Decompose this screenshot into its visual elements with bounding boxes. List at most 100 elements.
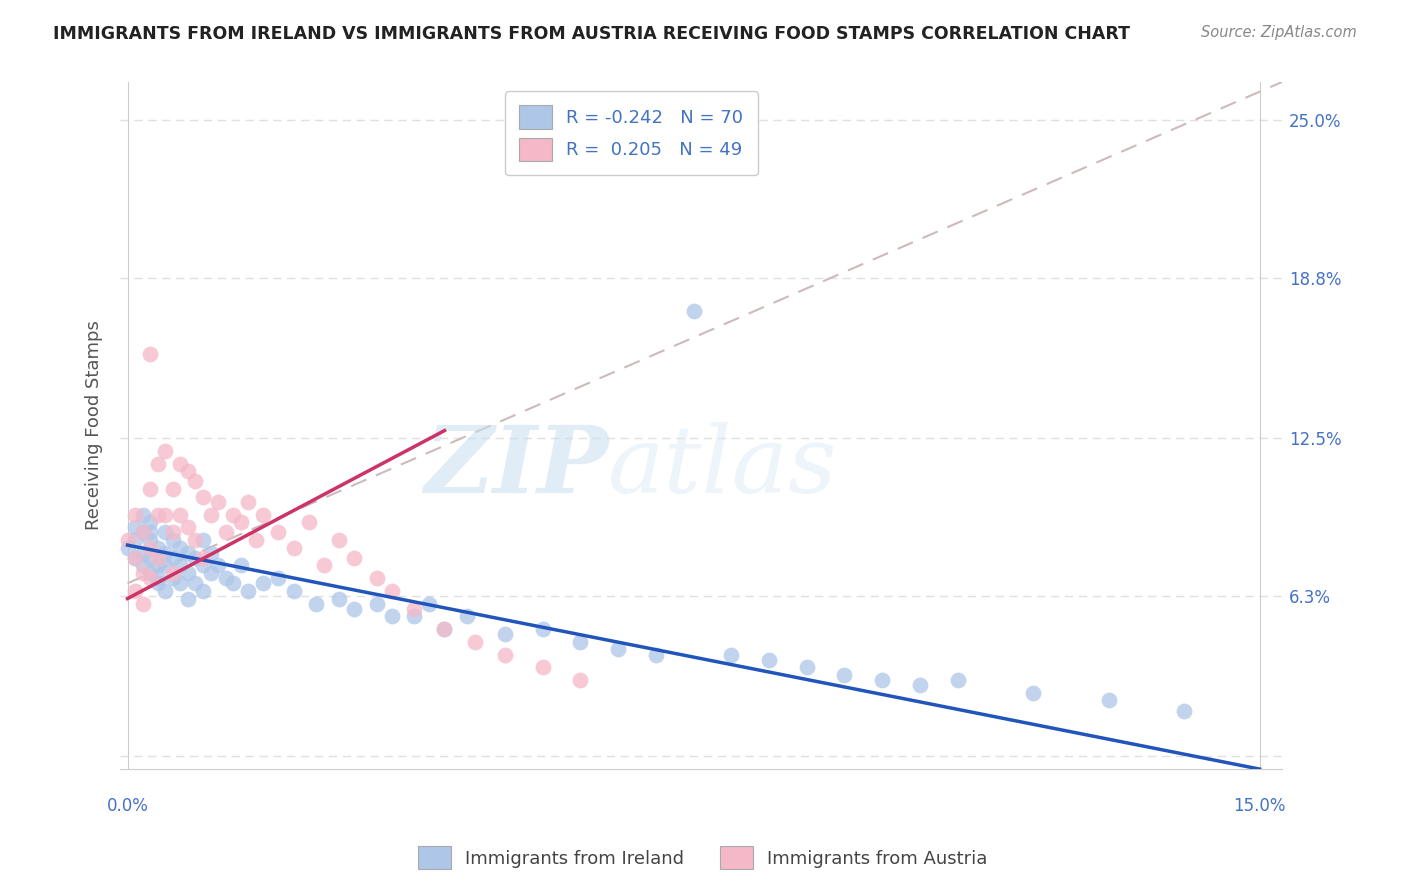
- Point: [184, 550, 207, 565]
- Point: [229, 515, 252, 529]
- Point: [569, 673, 592, 687]
- Point: [191, 533, 214, 547]
- Point: [494, 627, 516, 641]
- Point: [682, 304, 704, 318]
- Point: [200, 508, 222, 522]
- Point: [139, 566, 162, 581]
- Point: [404, 609, 426, 624]
- Point: [381, 583, 404, 598]
- Point: [162, 533, 184, 547]
- Point: [177, 520, 200, 534]
- Point: [155, 525, 177, 540]
- Point: [155, 508, 177, 522]
- Point: [177, 546, 200, 560]
- Point: [267, 525, 290, 540]
- Point: [531, 660, 554, 674]
- Point: [117, 541, 139, 555]
- Point: [146, 541, 169, 555]
- Point: [191, 490, 214, 504]
- Point: [162, 525, 184, 540]
- Point: [870, 673, 893, 687]
- Point: [720, 648, 742, 662]
- Point: [131, 546, 153, 560]
- Point: [433, 622, 456, 636]
- Point: [343, 601, 366, 615]
- Point: [124, 533, 146, 547]
- Point: [222, 576, 245, 591]
- Point: [305, 597, 328, 611]
- Text: 0.0%: 0.0%: [107, 797, 149, 814]
- Point: [238, 583, 260, 598]
- Point: [433, 622, 456, 636]
- Legend: R = -0.242   N = 70, R =  0.205   N = 49: R = -0.242 N = 70, R = 0.205 N = 49: [505, 91, 758, 175]
- Point: [200, 566, 222, 581]
- Point: [184, 475, 207, 489]
- Point: [908, 678, 931, 692]
- Point: [494, 648, 516, 662]
- Point: [169, 576, 191, 591]
- Legend: Immigrants from Ireland, Immigrants from Austria: Immigrants from Ireland, Immigrants from…: [409, 838, 997, 879]
- Point: [139, 541, 162, 555]
- Point: [139, 550, 162, 565]
- Point: [139, 515, 162, 529]
- Text: Source: ZipAtlas.com: Source: ZipAtlas.com: [1201, 25, 1357, 40]
- Point: [214, 525, 236, 540]
- Point: [155, 444, 177, 458]
- Point: [155, 558, 177, 573]
- Point: [834, 668, 856, 682]
- Point: [404, 601, 426, 615]
- Point: [456, 609, 478, 624]
- Point: [124, 583, 146, 598]
- Text: 15.0%: 15.0%: [1233, 797, 1286, 814]
- Point: [1022, 686, 1045, 700]
- Point: [155, 546, 177, 560]
- Point: [191, 550, 214, 565]
- Point: [155, 583, 177, 598]
- Point: [146, 576, 169, 591]
- Point: [131, 566, 153, 581]
- Point: [366, 571, 388, 585]
- Point: [131, 525, 153, 540]
- Point: [283, 541, 305, 555]
- Point: [169, 541, 191, 555]
- Point: [139, 533, 162, 547]
- Point: [184, 576, 207, 591]
- Point: [343, 550, 366, 565]
- Point: [758, 653, 780, 667]
- Point: [124, 520, 146, 534]
- Point: [177, 464, 200, 478]
- Point: [191, 558, 214, 573]
- Point: [139, 347, 162, 361]
- Point: [464, 635, 486, 649]
- Point: [418, 597, 440, 611]
- Point: [117, 533, 139, 547]
- Point: [124, 550, 146, 565]
- Point: [200, 546, 222, 560]
- Point: [131, 558, 153, 573]
- Point: [139, 571, 162, 585]
- Point: [238, 495, 260, 509]
- Point: [607, 642, 630, 657]
- Point: [644, 648, 666, 662]
- Point: [131, 508, 153, 522]
- Point: [146, 571, 169, 585]
- Point: [162, 571, 184, 585]
- Point: [229, 558, 252, 573]
- Point: [162, 566, 184, 581]
- Point: [184, 533, 207, 547]
- Point: [131, 525, 153, 540]
- Point: [252, 576, 274, 591]
- Point: [124, 508, 146, 522]
- Point: [162, 550, 184, 565]
- Point: [162, 482, 184, 496]
- Point: [169, 508, 191, 522]
- Point: [283, 583, 305, 598]
- Point: [146, 550, 169, 565]
- Point: [207, 558, 229, 573]
- Text: ZIP: ZIP: [423, 422, 609, 512]
- Point: [267, 571, 290, 585]
- Point: [796, 660, 818, 674]
- Point: [139, 482, 162, 496]
- Point: [177, 566, 200, 581]
- Point: [1173, 704, 1195, 718]
